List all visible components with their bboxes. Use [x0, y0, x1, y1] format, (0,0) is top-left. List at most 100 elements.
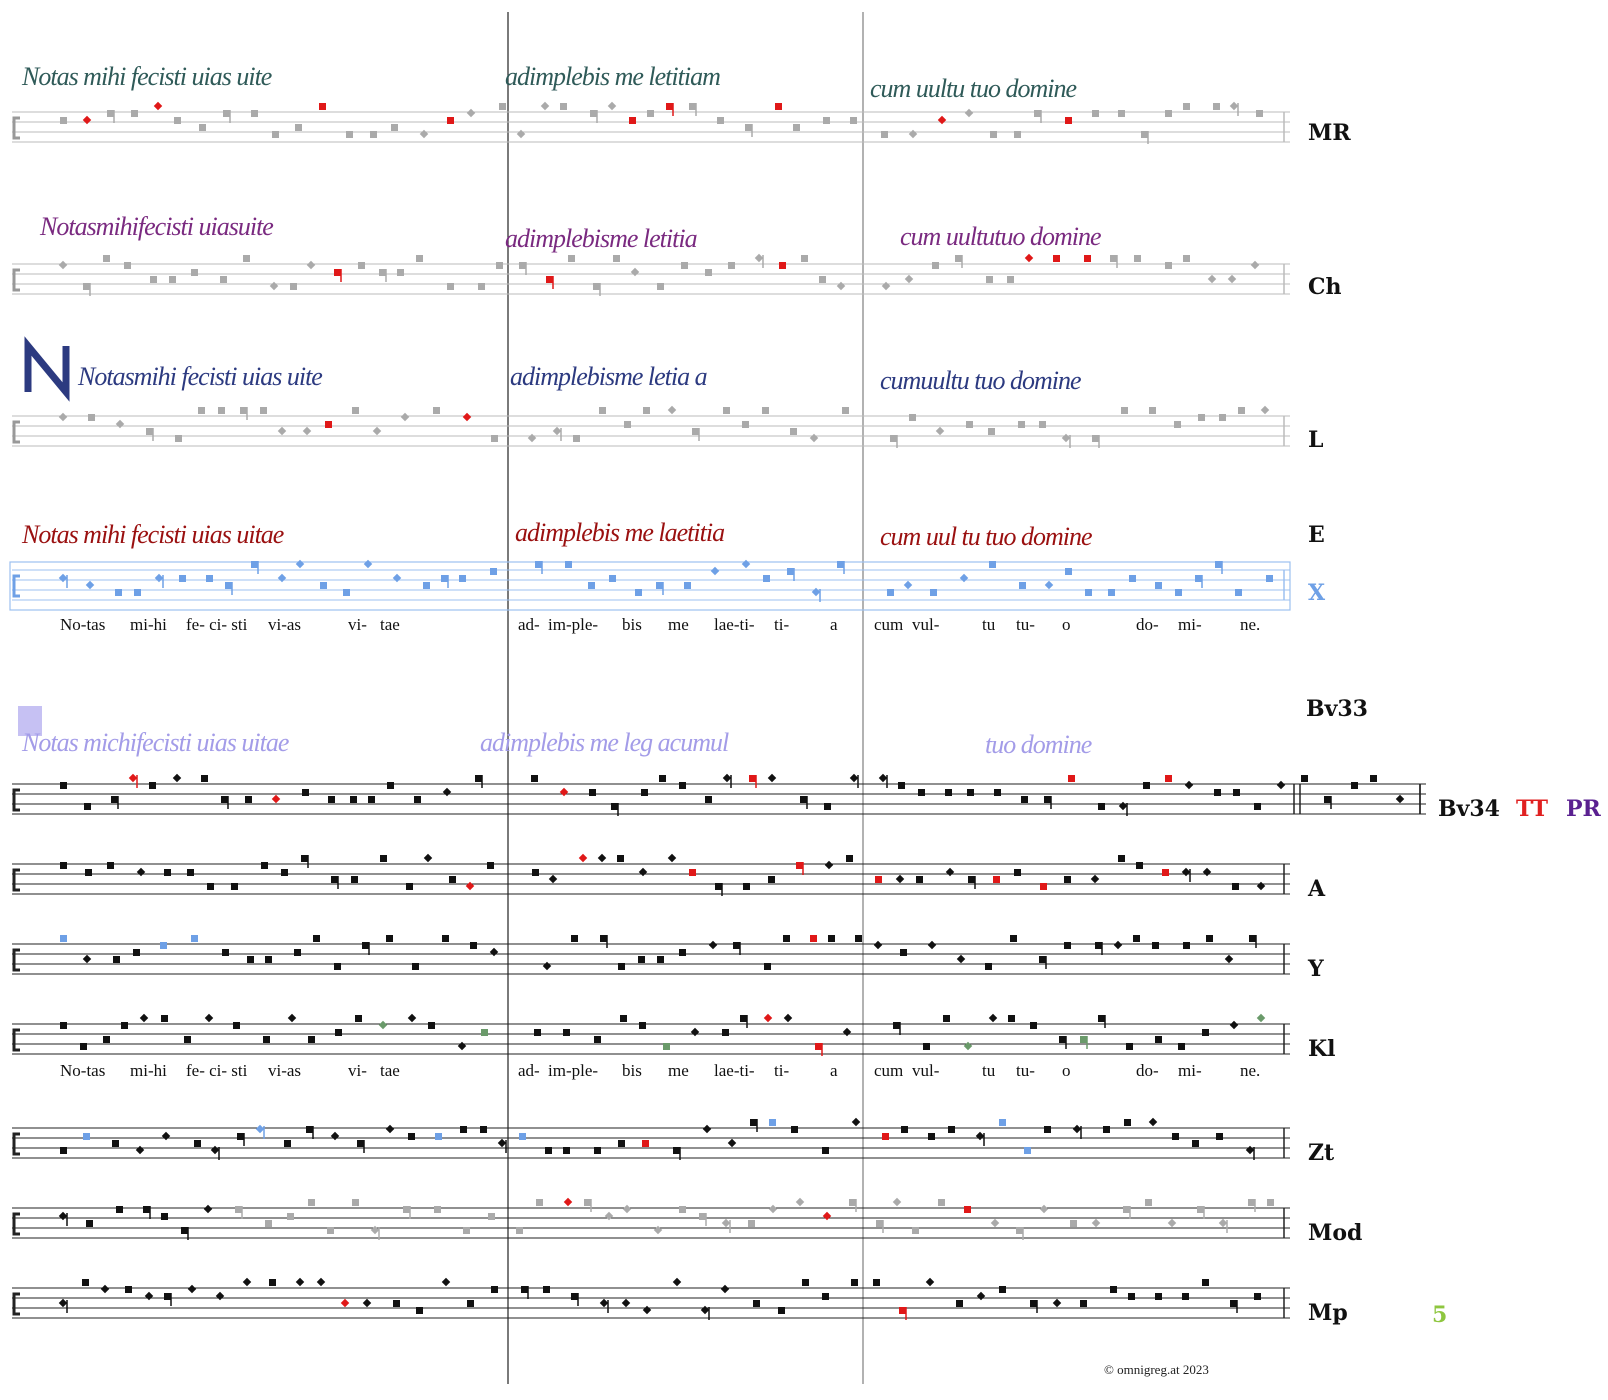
- c-clef-icon: [12, 420, 20, 444]
- neume-punctum: [1018, 421, 1025, 428]
- neume-punctum: [802, 1279, 809, 1286]
- neume-punctum: [125, 1286, 132, 1293]
- c-clef-icon: [12, 1028, 20, 1052]
- neume-punctum: [948, 1126, 955, 1133]
- lyric-syllable: fe- ci- sti: [186, 615, 248, 634]
- neume-punctum: [83, 1133, 90, 1140]
- neume-rhombus: [378, 1020, 388, 1030]
- neume-punctum: [352, 407, 359, 414]
- neume-rhombus: [1256, 881, 1266, 891]
- neume-punctum: [146, 428, 153, 435]
- neume-punctum: [775, 103, 782, 110]
- neume-punctum: [593, 283, 600, 290]
- neume-rhombus: [466, 108, 476, 118]
- neume-rhombus: [1091, 1218, 1101, 1228]
- neume-punctum: [956, 1300, 963, 1307]
- neume-rhombus: [1202, 867, 1212, 877]
- neume-punctum: [1039, 421, 1046, 428]
- neume-punctum: [111, 796, 118, 803]
- neume-rhombus: [708, 940, 718, 950]
- neume-punctum: [1165, 110, 1172, 117]
- neume-rhombus: [153, 101, 163, 111]
- neume-punctum: [84, 803, 91, 810]
- neume-punctum: [899, 1307, 906, 1314]
- neume-punctum: [355, 1015, 362, 1022]
- neume-punctum: [331, 876, 338, 883]
- lyric-syllable: vul-: [912, 1061, 940, 1080]
- neume-punctum: [160, 942, 167, 949]
- neume-rhombus: [1218, 1218, 1228, 1228]
- neume-punctum: [842, 407, 849, 414]
- neume-punctum: [393, 1300, 400, 1307]
- neume-punctum: [990, 131, 997, 138]
- neume-rhombus: [1256, 1013, 1266, 1023]
- neume-punctum: [412, 963, 419, 970]
- neume-punctum: [1232, 883, 1239, 890]
- neume-punctum: [387, 782, 394, 789]
- neume-rhombus: [144, 1291, 154, 1301]
- neume-punctum: [1098, 803, 1105, 810]
- neume-rhombus: [115, 419, 125, 429]
- neume-punctum: [1014, 869, 1021, 876]
- neume-punctum: [659, 775, 666, 782]
- neume-punctum: [60, 862, 67, 869]
- neume-rhombus: [277, 573, 287, 583]
- neume-punctum: [882, 1133, 889, 1140]
- neume-punctum: [265, 956, 272, 963]
- neume-punctum: [993, 876, 1000, 883]
- neume-punctum: [199, 124, 206, 131]
- neume-rhombus: [988, 1013, 998, 1023]
- neume-punctum: [308, 1036, 315, 1043]
- neume-rhombus: [763, 1013, 773, 1023]
- neume-punctum: [568, 255, 575, 262]
- lyric-syllable: ti-: [774, 615, 789, 634]
- neume-rhombus: [1181, 867, 1191, 877]
- neume-punctum: [873, 1279, 880, 1286]
- neume-punctum: [629, 117, 636, 124]
- neume-rhombus: [895, 874, 905, 884]
- neume-rhombus: [908, 129, 918, 139]
- neume-punctum: [121, 1022, 128, 1029]
- c-clef-icon: [12, 1212, 20, 1236]
- neume-rhombus: [945, 867, 955, 877]
- neume-punctum: [930, 589, 937, 596]
- neume-rhombus: [1044, 580, 1054, 590]
- lyric-syllable: a: [830, 615, 838, 634]
- neume-punctum: [699, 1213, 706, 1220]
- neume-punctum: [1254, 803, 1261, 810]
- neume-rhombus: [58, 1298, 68, 1308]
- neume-rhombus: [1245, 1145, 1255, 1155]
- neume-punctum: [1165, 775, 1172, 782]
- neume-punctum: [1178, 1043, 1185, 1050]
- neume-rhombus: [795, 1197, 805, 1207]
- neume-rhombus: [604, 1211, 614, 1221]
- neume-punctum: [968, 876, 975, 883]
- neume-rhombus: [964, 108, 974, 118]
- neume-punctum: [824, 803, 831, 810]
- neume-punctum: [1197, 1206, 1204, 1213]
- neume-punctum: [1070, 1220, 1077, 1227]
- neume-punctum: [86, 1220, 93, 1227]
- neume-punctum: [918, 789, 925, 796]
- neume-rhombus: [82, 115, 92, 125]
- neume-punctum: [967, 789, 974, 796]
- neume-punctum: [516, 1227, 523, 1234]
- neume-punctum: [406, 883, 413, 890]
- neume-punctum: [1248, 1199, 1255, 1206]
- neume-punctum: [346, 131, 353, 138]
- neume-punctum: [1202, 1279, 1209, 1286]
- neume-punctum: [594, 1147, 601, 1154]
- lyric-syllable: tu-: [1016, 1061, 1035, 1080]
- neume-punctum: [499, 103, 506, 110]
- neume-punctum: [1216, 1133, 1223, 1140]
- neume-rhombus: [489, 947, 499, 957]
- label-zt: Zt: [1308, 1140, 1335, 1166]
- neume-punctum: [295, 124, 302, 131]
- ms-bv33-text-1: Notas michifecisti uias uitae: [22, 728, 289, 757]
- neume-punctum: [1198, 414, 1205, 421]
- neume-punctum: [618, 1140, 625, 1147]
- neume-punctum: [428, 1022, 435, 1029]
- lyric-syllable: mi-: [1178, 615, 1202, 634]
- neume-rhombus: [100, 1284, 110, 1294]
